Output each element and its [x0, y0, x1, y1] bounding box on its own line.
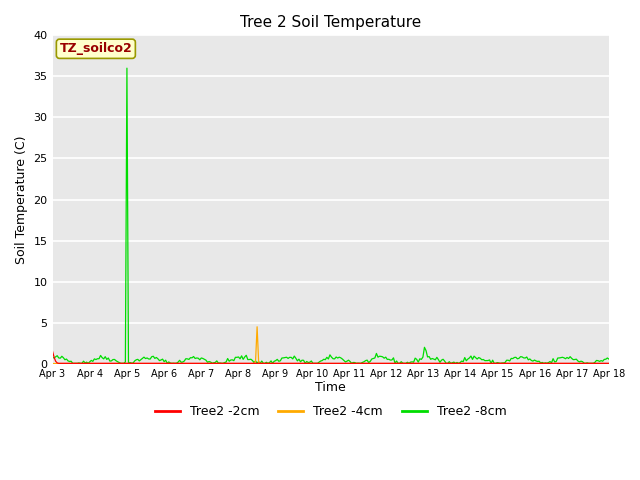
Tree2 -4cm	[294, 360, 301, 366]
Tree2 -8cm	[577, 358, 585, 364]
Tree2 -4cm	[605, 360, 612, 366]
Tree2 -8cm	[123, 65, 131, 71]
Line: Tree2 -2cm: Tree2 -2cm	[52, 351, 609, 363]
Tree2 -8cm	[118, 360, 126, 366]
Tree2 -8cm	[218, 360, 225, 366]
Tree2 -2cm	[49, 348, 56, 354]
Tree2 -4cm	[253, 324, 261, 330]
Tree2 -4cm	[243, 360, 250, 366]
Tree2 -4cm	[117, 360, 125, 366]
Tree2 -8cm	[246, 357, 253, 362]
Tree2 -2cm	[216, 360, 224, 366]
Tree2 -8cm	[49, 355, 56, 360]
Text: TZ_soilco2: TZ_soilco2	[60, 42, 132, 55]
Tree2 -4cm	[49, 360, 56, 366]
Title: Tree 2 Soil Temperature: Tree 2 Soil Temperature	[240, 15, 421, 30]
Tree2 -2cm	[235, 360, 243, 366]
Tree2 -2cm	[294, 360, 301, 366]
Y-axis label: Soil Temperature (C): Soil Temperature (C)	[15, 135, 28, 264]
Tree2 -8cm	[69, 360, 77, 366]
Line: Tree2 -4cm: Tree2 -4cm	[52, 327, 609, 363]
Tree2 -8cm	[236, 356, 244, 362]
Tree2 -2cm	[575, 360, 583, 366]
Tree2 -2cm	[55, 360, 63, 366]
Tree2 -8cm	[605, 356, 612, 362]
Legend: Tree2 -2cm, Tree2 -4cm, Tree2 -8cm: Tree2 -2cm, Tree2 -4cm, Tree2 -8cm	[150, 400, 511, 423]
Tree2 -8cm	[295, 356, 303, 362]
Tree2 -4cm	[214, 360, 222, 366]
Tree2 -2cm	[118, 360, 126, 366]
Tree2 -4cm	[575, 360, 583, 366]
X-axis label: Time: Time	[316, 382, 346, 395]
Tree2 -2cm	[605, 360, 612, 366]
Tree2 -4cm	[233, 360, 241, 366]
Line: Tree2 -8cm: Tree2 -8cm	[52, 68, 609, 363]
Tree2 -2cm	[244, 360, 252, 366]
